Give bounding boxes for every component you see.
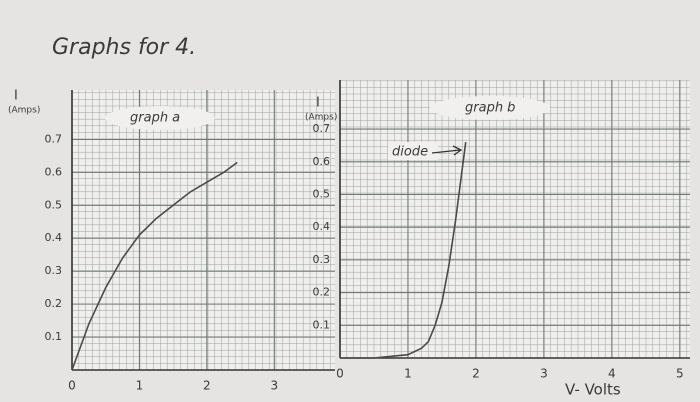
label-patch: [430, 96, 550, 120]
x-tick-label: 1: [136, 379, 144, 393]
x-label: V- Volts: [565, 381, 621, 399]
plot-paper: [340, 80, 690, 358]
x-tick-label: 3: [270, 379, 278, 393]
y-tick-label: 0.2: [45, 297, 63, 310]
label-patch: [105, 106, 215, 130]
y-tick-label: 0.3: [45, 264, 63, 277]
arrow-head: [452, 145, 463, 156]
graph-label: graph a: [130, 111, 180, 126]
y-tick-label: 0.6: [45, 165, 63, 178]
y-tick-label: 0.5: [45, 198, 63, 211]
arrow: [431, 149, 461, 154]
y-label: I: [14, 89, 18, 104]
data-line: [71, 161, 238, 371]
annotation: diode: [392, 145, 428, 160]
y-label: I: [316, 96, 320, 111]
x-tick-label: 0: [68, 379, 76, 393]
x-tick-label: 1: [404, 367, 412, 381]
plot-paper: [72, 90, 335, 370]
y-tick-label: 0.7: [45, 132, 63, 145]
data-line: [340, 142, 467, 359]
y-tick-label: 0.4: [45, 231, 63, 244]
y-tick-label: 0.1: [313, 318, 331, 331]
y-tick-label: 0.6: [313, 155, 331, 168]
y-tick-label: 0.7: [313, 122, 331, 135]
page-title: Graphs for 4.: [52, 35, 196, 60]
x-tick-label: 2: [472, 367, 480, 381]
y-tick-label: 0.3: [313, 253, 331, 266]
y-tick-label: 0.1: [45, 330, 63, 343]
x-tick-label: 3: [540, 367, 548, 381]
x-tick-label: 2: [203, 379, 211, 393]
y-unit: (Amps): [8, 106, 40, 116]
y-tick-label: 0.5: [313, 187, 331, 200]
x-tick-label: 5: [676, 367, 684, 381]
x-tick-label: 4: [608, 367, 616, 381]
y-tick-label: 0.2: [313, 286, 331, 299]
y-unit: (Amps): [305, 113, 337, 123]
label-patch: [388, 142, 438, 160]
graph-label: graph b: [465, 101, 515, 116]
x-tick-label: 0: [336, 367, 344, 381]
y-tick-label: 0.4: [313, 220, 331, 233]
